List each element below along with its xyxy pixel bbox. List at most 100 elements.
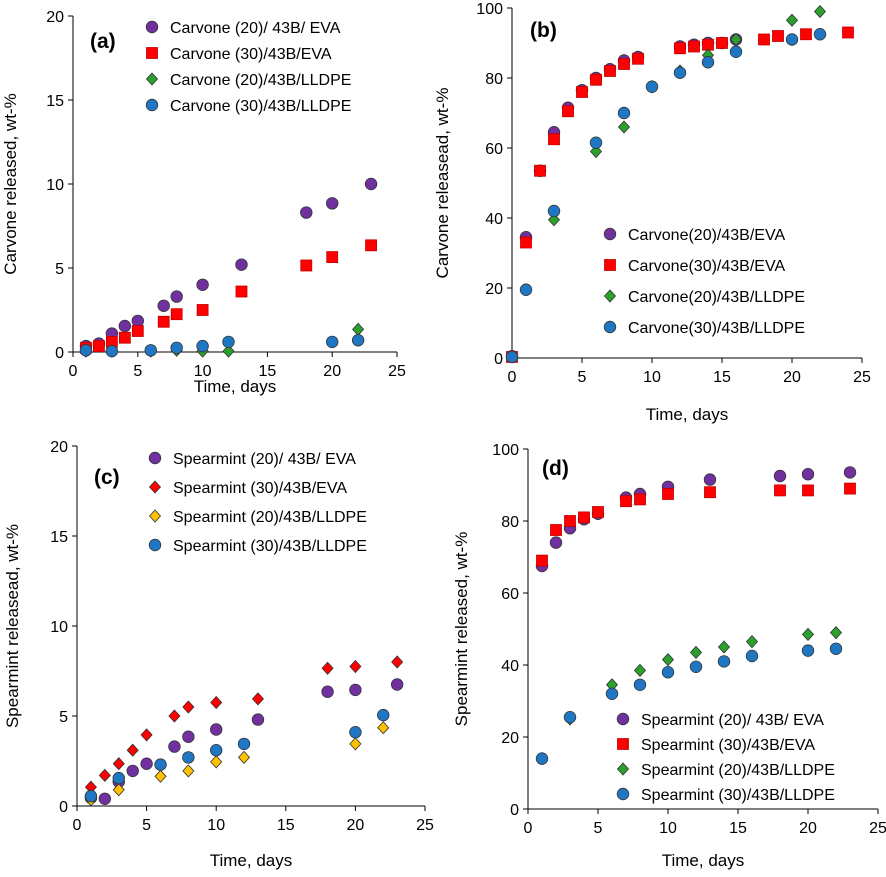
y-tick-label: 5: [59, 709, 68, 726]
legend-marker: [603, 289, 617, 303]
series-4: [79, 334, 365, 358]
data-point: [505, 350, 519, 364]
x-tick-label: 20: [347, 817, 365, 834]
y-tick-label: 60: [485, 141, 503, 158]
data-point: [785, 33, 799, 46]
data-point: [704, 486, 716, 499]
data-point: [589, 144, 603, 159]
y-tick-label: 0: [494, 351, 503, 368]
data-point: [209, 744, 223, 757]
data-point: [154, 758, 167, 771]
data-point: [688, 40, 700, 53]
data-point: [729, 45, 743, 58]
data-point: [758, 33, 770, 46]
panel-label: (b): [530, 19, 557, 42]
chart-panel-1: 0 5 10 15 20 25 0 5 10 15 20 Time, days Carvone rele…: [1, 9, 406, 396]
data-point: [300, 206, 313, 219]
y-tick-label: 60: [501, 586, 519, 603]
data-point: [661, 666, 675, 679]
legend-marker: [616, 712, 630, 726]
y-tick-label: 20: [46, 9, 64, 26]
legend-marker: [616, 787, 630, 801]
data-point: [196, 278, 209, 292]
data-point: [701, 56, 715, 69]
y-tick-label: 0: [59, 799, 68, 816]
data-point: [617, 106, 631, 120]
data-point: [801, 627, 815, 641]
x-tick-label: 10: [194, 363, 212, 380]
data-point: [349, 737, 362, 751]
data-point: [717, 640, 731, 654]
data-point: [251, 692, 265, 706]
legend-label: Spearmint (30)/43B/EVA: [641, 737, 815, 754]
legend-marker: [616, 762, 630, 776]
data-point: [235, 285, 248, 298]
data-point: [182, 764, 195, 778]
series-4: [535, 642, 843, 765]
data-point: [536, 554, 548, 567]
data-point: [182, 700, 195, 714]
data-point: [535, 752, 549, 765]
data-point: [617, 120, 631, 134]
chart-panel-3: 0 5 10 15 20 25 0 5 10 15 20 Time, days Spearmint re…: [3, 439, 434, 870]
data-point: [842, 26, 854, 39]
legend: Carvone(20)/43B/EVA Carvone(30)/43B/EVA Ca…: [603, 227, 805, 337]
data-point: [801, 468, 815, 481]
y-tick-label: 40: [485, 211, 503, 228]
chart-panel-4: 0 5 10 15 20 25 0 20 40 60 80 100 Time, days Spearmin…: [452, 442, 886, 870]
data-point: [157, 299, 170, 313]
data-point: [222, 335, 235, 349]
data-point: [620, 495, 632, 508]
series-2: [84, 655, 404, 794]
data-point: [300, 259, 313, 272]
y-tick-label: 15: [46, 93, 64, 110]
legend-marker: [148, 451, 162, 465]
legend-marker: [617, 738, 629, 750]
data-point: [564, 515, 576, 527]
data-point: [235, 258, 248, 271]
y-axis-title: Spearmint released, wt-%: [452, 532, 471, 727]
data-point: [605, 687, 619, 701]
series-1: [79, 177, 378, 353]
data-point: [140, 757, 153, 770]
legend-label: Carvone(20)/43B/EVA: [628, 227, 785, 244]
legend-marker: [603, 227, 617, 241]
data-point: [237, 750, 251, 764]
data-point: [349, 683, 362, 697]
data-point: [168, 740, 181, 753]
legend-label: Spearmint (30)/43B/LLDPE: [173, 538, 367, 555]
legend-label: Carvone (30)/43B/LLDPE: [170, 98, 351, 115]
data-point: [534, 164, 546, 177]
data-point: [321, 685, 334, 698]
y-tick-label: 15: [50, 529, 68, 546]
x-axis-title: Time, days: [210, 851, 293, 870]
y-tick-label: 100: [476, 1, 503, 18]
data-point: [801, 644, 815, 657]
data-point: [140, 728, 153, 742]
x-tick-label: 0: [69, 363, 78, 380]
data-point: [802, 484, 814, 497]
data-point: [689, 660, 703, 674]
data-point: [237, 737, 251, 751]
panel-label: (d): [542, 457, 569, 480]
data-point: [562, 105, 574, 118]
x-tick-label: 20: [323, 363, 341, 380]
data-point: [351, 334, 365, 347]
legend-label: Carvone(20)/43B/LLDPE: [628, 289, 805, 306]
data-point: [365, 239, 377, 252]
y-tick-label: 80: [485, 71, 503, 88]
data-point: [673, 66, 687, 79]
data-point: [251, 713, 265, 726]
data-point: [391, 655, 404, 669]
legend-marker: [148, 538, 162, 552]
data-point: [112, 783, 125, 797]
data-point: [633, 678, 647, 692]
data-point: [632, 52, 644, 65]
data-point: [618, 58, 630, 70]
legend-marker: [604, 259, 616, 271]
data-point: [689, 645, 703, 659]
legend-label: Carvone(30)/43B/EVA: [628, 258, 785, 275]
x-tick-label: 10: [207, 817, 225, 834]
data-point: [829, 642, 843, 656]
y-tick-label: 100: [492, 442, 519, 459]
